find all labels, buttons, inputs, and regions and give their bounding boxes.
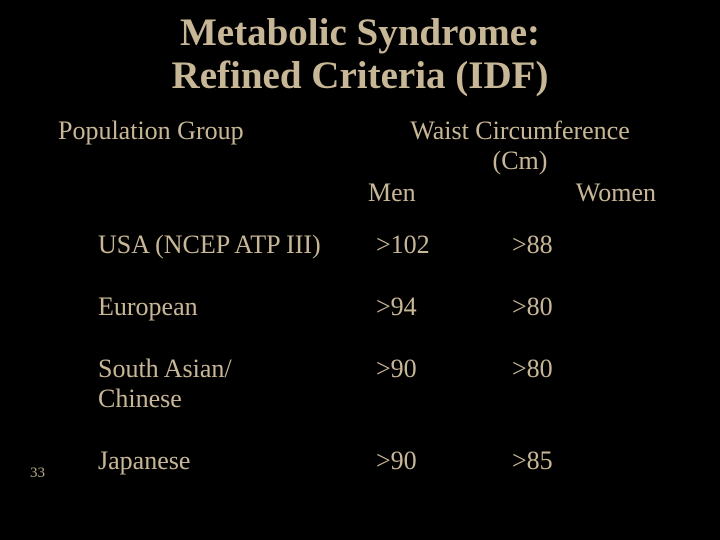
header-waist: Waist Circumference (Cm) Men Women (360, 116, 680, 208)
women-cell: >80 (512, 354, 622, 384)
group-cell: USA (NCEP ATP III) (98, 230, 376, 260)
men-cell: >94 (376, 292, 512, 322)
women-cell: >88 (512, 230, 622, 260)
men-cell: >102 (376, 230, 512, 260)
column-headers: Population Group Waist Circumference (Cm… (0, 116, 720, 208)
page-number: 33 (30, 465, 45, 482)
table-body: USA (NCEP ATP III)>102>88European>94>80S… (0, 230, 720, 476)
header-men: Men (368, 178, 416, 208)
table-row: South Asian/ Chinese>90>80 (0, 354, 720, 414)
title-line-2: Refined Criteria (IDF) (0, 55, 720, 98)
header-women: Women (576, 178, 656, 208)
slide-title: Metabolic Syndrome: Refined Criteria (ID… (0, 0, 720, 98)
header-waist-line1: Waist Circumference (360, 116, 680, 146)
header-men-women: Men Women (360, 178, 680, 208)
table-row: USA (NCEP ATP III)>102>88 (0, 230, 720, 260)
women-cell: >80 (512, 292, 622, 322)
title-line-1: Metabolic Syndrome: (0, 12, 720, 55)
group-cell: European (98, 292, 376, 322)
women-cell: >85 (512, 446, 622, 476)
table-row: Japanese>90>85 (0, 446, 720, 476)
group-cell: Japanese (98, 446, 376, 476)
header-population: Population Group (0, 116, 360, 146)
table-row: European>94>80 (0, 292, 720, 322)
group-cell: South Asian/ Chinese (98, 354, 376, 414)
men-cell: >90 (376, 446, 512, 476)
header-waist-line2: (Cm) (360, 146, 680, 176)
men-cell: >90 (376, 354, 512, 384)
slide: Metabolic Syndrome: Refined Criteria (ID… (0, 0, 720, 540)
